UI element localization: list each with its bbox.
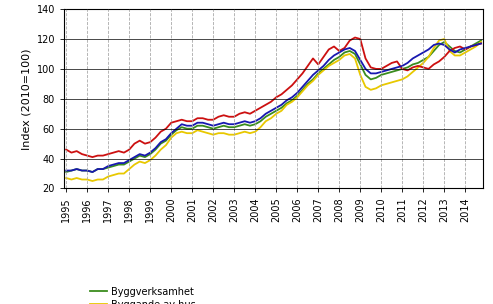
Anläggningsarbeten: [316, 63, 321, 66]
Anläggningsarbeten: [63, 148, 69, 151]
Byggverksamhet: [316, 71, 321, 75]
Specialiserad bygg- och anläggningsverksamhet: [252, 119, 258, 123]
Anläggningsarbeten: [441, 55, 447, 59]
Byggande av hus: [441, 37, 447, 41]
Specialiserad bygg- och anläggningsverksamhet: [352, 49, 358, 53]
Line: Byggverksamhet: Byggverksamhet: [66, 40, 481, 172]
Specialiserad bygg- och anläggningsverksamhet: [441, 43, 447, 47]
Byggverksamhet: [310, 78, 316, 81]
Byggande av hus: [478, 40, 484, 44]
Specialiserad bygg- och anläggningsverksamhet: [90, 170, 96, 174]
Anläggningsarbeten: [357, 37, 363, 41]
Byggverksamhet: [63, 170, 69, 174]
Specialiserad bygg- och anläggningsverksamhet: [336, 51, 342, 54]
Specialiserad bygg- och anläggningsverksamhet: [320, 64, 326, 68]
Byggande av hus: [90, 179, 96, 183]
Byggande av hus: [436, 39, 442, 42]
Byggande av hus: [352, 57, 358, 60]
Byggverksamhet: [347, 49, 352, 53]
Byggande av hus: [63, 176, 69, 180]
Specialiserad bygg- och anläggningsverksamhet: [436, 42, 442, 45]
Byggande av hus: [316, 73, 321, 77]
Anläggningsarbeten: [352, 36, 358, 39]
Specialiserad bygg- och anläggningsverksamhet: [63, 169, 69, 172]
Anläggningsarbeten: [478, 42, 484, 45]
Line: Byggande av hus: Byggande av hus: [66, 39, 481, 181]
Anläggningsarbeten: [336, 49, 342, 53]
Byggande av hus: [336, 58, 342, 62]
Byggverksamhet: [331, 58, 337, 62]
Anläggningsarbeten: [320, 55, 326, 59]
Specialiserad bygg- och anläggningsverksamhet: [316, 69, 321, 72]
Byggande av hus: [320, 69, 326, 72]
Byggande av hus: [252, 130, 258, 133]
Anläggningsarbeten: [252, 109, 258, 112]
Anläggningsarbeten: [90, 155, 96, 159]
Line: Anläggningsarbeten: Anläggningsarbeten: [66, 37, 481, 157]
Specialiserad bygg- och anläggningsverksamhet: [478, 42, 484, 45]
Y-axis label: Index (2010=100): Index (2010=100): [21, 48, 31, 150]
Legend: Byggverksamhet, Byggande av hus, Anläggningsarbeten, Specialiserad bygg- och anl: Byggverksamhet, Byggande av hus, Anläggn…: [90, 287, 349, 304]
Line: Specialiserad bygg- och anläggningsverksamhet: Specialiserad bygg- och anläggningsverks…: [66, 43, 481, 172]
Byggverksamhet: [478, 39, 484, 42]
Byggverksamhet: [431, 49, 437, 53]
Byggverksamhet: [247, 124, 253, 128]
